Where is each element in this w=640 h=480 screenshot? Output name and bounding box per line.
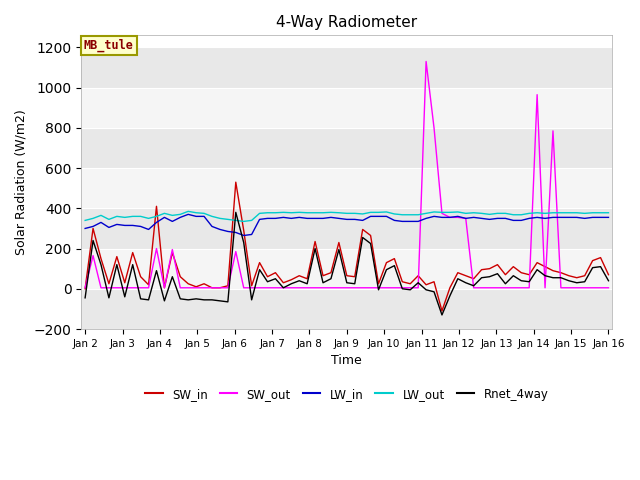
- Bar: [81, 168, 612, 208]
- Bar: [81, 48, 612, 88]
- Bar: [81, 128, 612, 168]
- Bar: [81, 289, 612, 329]
- Bar: [81, 249, 612, 289]
- X-axis label: Time: Time: [332, 354, 362, 367]
- Y-axis label: Solar Radiation (W/m2): Solar Radiation (W/m2): [15, 109, 28, 255]
- Text: MB_tule: MB_tule: [84, 38, 134, 52]
- Title: 4-Way Radiometer: 4-Way Radiometer: [276, 15, 417, 30]
- Legend: SW_in, SW_out, LW_in, LW_out, Rnet_4way: SW_in, SW_out, LW_in, LW_out, Rnet_4way: [140, 383, 554, 405]
- Bar: [81, 208, 612, 249]
- Bar: [81, 88, 612, 128]
